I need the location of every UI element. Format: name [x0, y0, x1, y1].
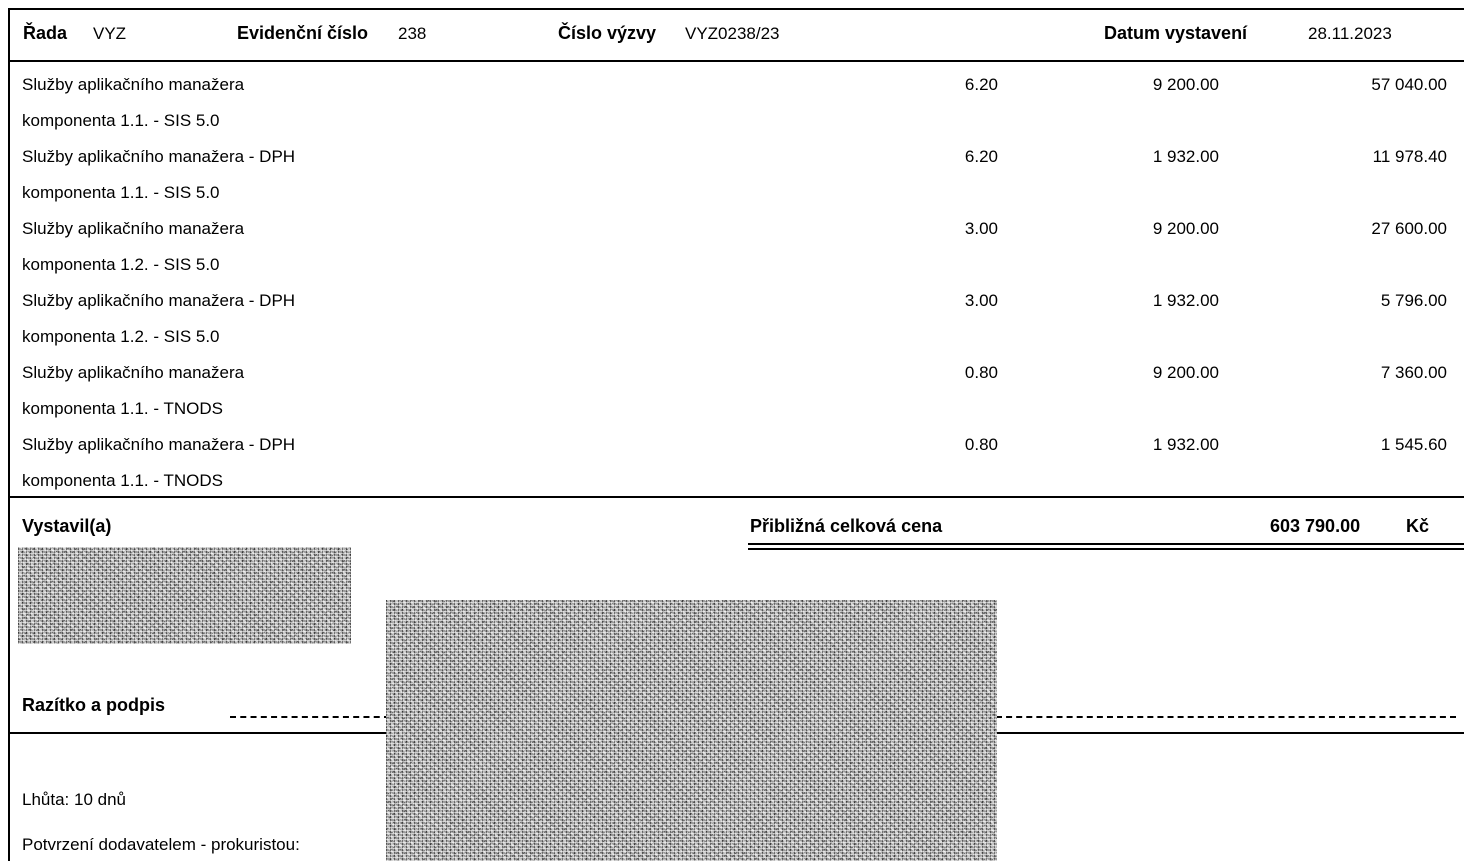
document-body-frame [8, 62, 1464, 861]
items-divider [8, 496, 1464, 498]
item-unit-price: 1 932.00 [1152, 435, 1219, 454]
list-item: komponenta 1.2. - SIS 5.0 [22, 318, 1452, 354]
total-underline-1 [748, 543, 1464, 545]
item-quantity: 6.20 [964, 75, 998, 94]
item-unit-price: 9 200.00 [1152, 219, 1219, 238]
redacted-stamp-image [386, 600, 997, 861]
list-item: komponenta 1.1. - TNODS [22, 390, 1452, 426]
item-unit-price: 1 932.00 [1152, 291, 1219, 310]
item-description: Služby aplikačního manažera [22, 75, 245, 94]
signature-dashed-line-right [996, 716, 1456, 718]
total-price-label: Přibližná celková cena [750, 516, 943, 536]
supplier-confirmation-text: Potvrzení dodavatelem - prokuristou: [22, 835, 300, 854]
item-description: Služby aplikačního manažera - DPH [22, 147, 296, 166]
item-description: Služby aplikačního manažera [22, 363, 245, 382]
item-description: komponenta 1.1. - SIS 5.0 [22, 111, 220, 130]
datum-vystaveni-label: Datum vystavení [1104, 23, 1248, 43]
rada-value: VYZ [93, 24, 127, 43]
item-quantity: 0.80 [964, 435, 998, 454]
evidencni-cislo-label: Evidenční číslo [237, 23, 369, 43]
item-description: komponenta 1.1. - TNODS [22, 471, 223, 490]
item-total: 57 040.00 [1371, 75, 1447, 94]
evidencni-cislo-value: 238 [398, 24, 427, 43]
rada-label: Řada [23, 23, 68, 43]
datum-vystaveni-value: 28.11.2023 [1308, 24, 1392, 43]
signature-dashed-line-left [230, 716, 390, 718]
item-unit-price: 9 200.00 [1152, 75, 1219, 94]
list-item: komponenta 1.1. - SIS 5.0 [22, 102, 1452, 138]
item-total: 1 545.60 [1380, 435, 1447, 454]
cislo-vyzvy-label: Číslo výzvy [558, 23, 657, 43]
total-underline-2 [748, 548, 1464, 550]
redacted-signature-image [18, 547, 351, 644]
item-total: 11 978.40 [1372, 147, 1447, 166]
item-description: Služby aplikačního manažera [22, 219, 245, 238]
item-unit-price: 1 932.00 [1152, 147, 1219, 166]
currency-label: Kč [1406, 516, 1430, 536]
item-description: Služby aplikačního manažera - DPH [22, 435, 296, 454]
stamp-signature-label: Razítko a podpis [22, 695, 166, 715]
list-item: Služby aplikačního manažera - DPH 6.20 1… [22, 138, 1452, 174]
item-total: 5 796.00 [1380, 291, 1447, 310]
item-description: komponenta 1.1. - TNODS [22, 399, 223, 418]
item-total: 7 360.00 [1380, 363, 1447, 382]
document-header: Řada VYZ Evidenční číslo 238 Číslo výzvy… [8, 8, 1464, 62]
list-item: komponenta 1.2. - SIS 5.0 [22, 246, 1452, 282]
list-item: Služby aplikačního manažera - DPH 0.80 1… [22, 426, 1452, 462]
item-quantity: 0.80 [964, 363, 998, 382]
list-item: Služby aplikačního manažera 6.20 9 200.0… [22, 66, 1452, 102]
list-item: Služby aplikačního manažera - DPH 3.00 1… [22, 282, 1452, 318]
item-description: Služby aplikačního manažera - DPH [22, 291, 296, 310]
list-item: Služby aplikačního manažera 0.80 9 200.0… [22, 354, 1452, 390]
item-total: 27 600.00 [1371, 219, 1447, 238]
list-item: komponenta 1.1. - TNODS [22, 462, 1452, 498]
cislo-vyzvy-value: VYZ0238/23 [685, 24, 780, 43]
item-unit-price: 9 200.00 [1152, 363, 1219, 382]
total-price-value: 603 790.00 [1270, 516, 1361, 536]
item-quantity: 3.00 [964, 219, 998, 238]
item-description: komponenta 1.2. - SIS 5.0 [22, 255, 220, 274]
item-description: komponenta 1.2. - SIS 5.0 [22, 327, 220, 346]
item-quantity: 3.00 [964, 291, 998, 310]
vystavil-label: Vystavil(a) [22, 516, 112, 536]
item-quantity: 6.20 [964, 147, 998, 166]
item-description: komponenta 1.1. - SIS 5.0 [22, 183, 220, 202]
list-item: Služby aplikačního manažera 3.00 9 200.0… [22, 210, 1452, 246]
deadline-text: Lhůta: 10 dnů [22, 790, 126, 809]
list-item: komponenta 1.1. - SIS 5.0 [22, 174, 1452, 210]
